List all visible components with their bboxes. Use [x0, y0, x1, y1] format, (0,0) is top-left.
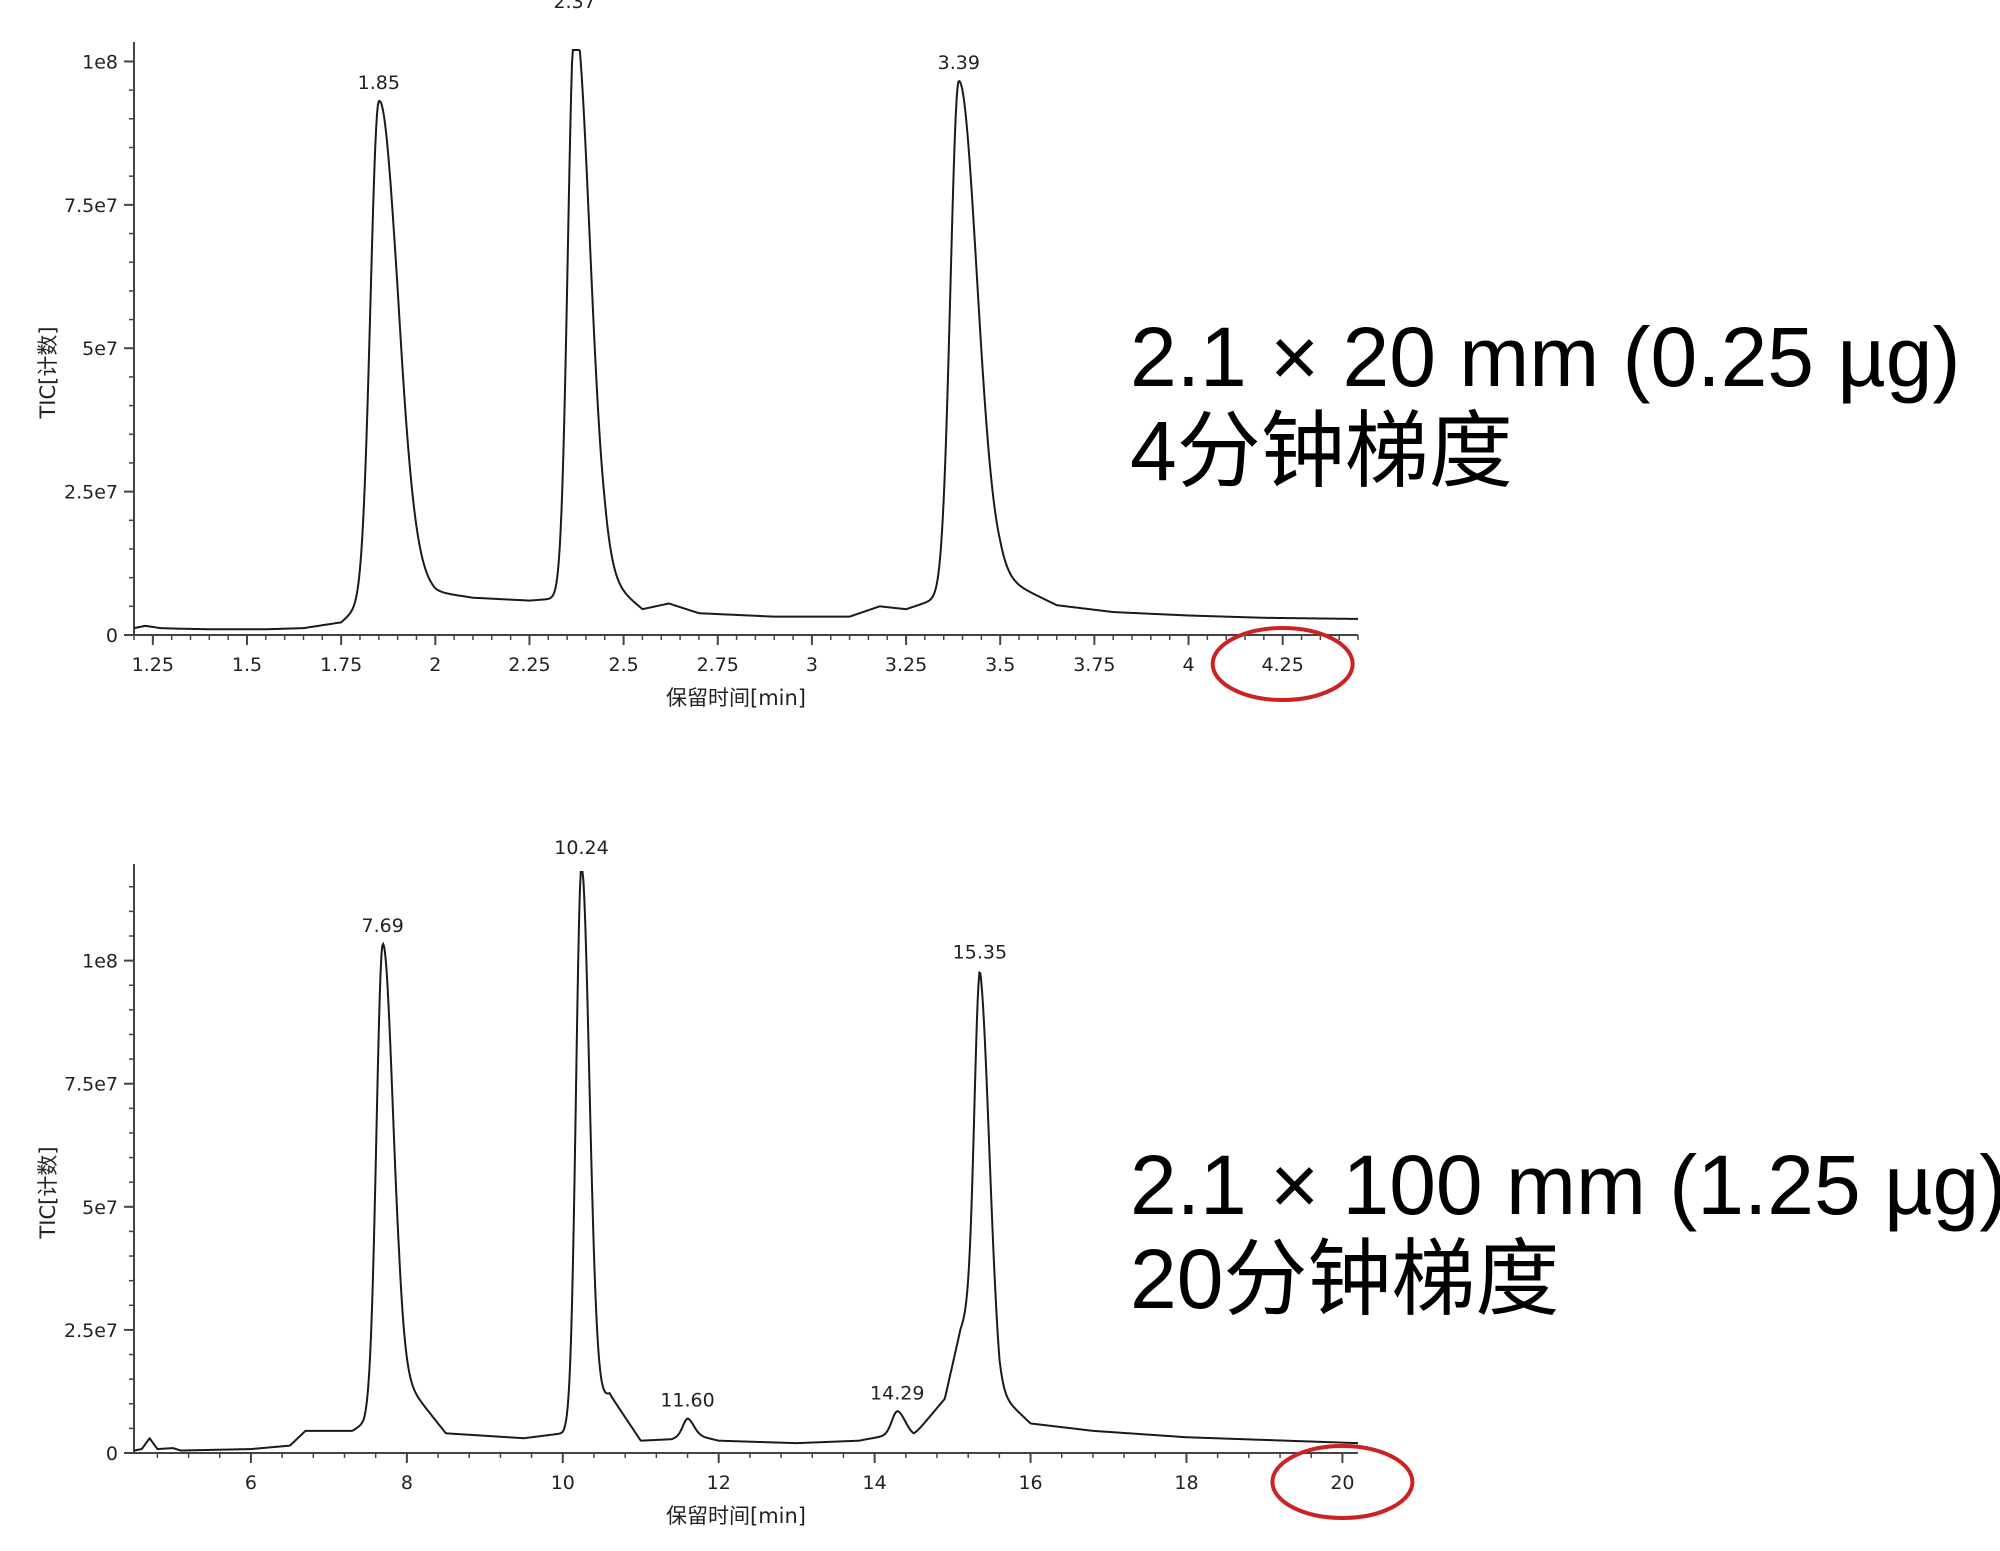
y-tick-label: 5e7: [82, 338, 118, 360]
x-tick-label: 2: [429, 654, 441, 676]
x-axis-label: 保留时间[min]: [666, 1504, 806, 1528]
peak-label: 15.35: [953, 941, 1007, 963]
peak-label: 1.85: [358, 72, 400, 94]
x-tick-label: 2.75: [697, 654, 739, 676]
y-tick-label: 7.5e7: [64, 195, 118, 217]
x-tick-label: 18: [1174, 1472, 1198, 1494]
caption-bottom-gradient: 20分钟梯度: [1130, 1232, 1560, 1326]
chromatogram-top: 0 2.5e7 5e7 7.5e7 1e8 1.25 1.5 1.75 2 2.25 2.5 2.75…: [36, 0, 1359, 710]
tic-trace: [133, 49, 1359, 631]
y-tick-label: 2.5e7: [64, 1320, 118, 1342]
x-tick-label: 1.75: [320, 654, 362, 676]
x-tick-label: 4.25: [1262, 654, 1304, 676]
x-tick-label: 3.25: [885, 654, 927, 676]
peak-label: 2.37: [553, 0, 595, 13]
x-tick-label: 1.5: [232, 654, 262, 676]
peak-label: 11.60: [660, 1390, 714, 1412]
y-tick-label: 1e8: [82, 951, 118, 973]
peak-label: 10.24: [554, 837, 608, 859]
y-axis-label: TIC[计数]: [36, 326, 60, 419]
x-tick-label: 8: [401, 1472, 413, 1494]
x-tick-label: 14: [863, 1472, 887, 1494]
caption-top-gradient: 4分钟梯度: [1130, 404, 1513, 498]
x-tick-label: 20: [1330, 1472, 1354, 1494]
x-tick-label: 6: [245, 1472, 257, 1494]
x-tick-label: 3.75: [1073, 654, 1115, 676]
x-tick-label: 10: [551, 1472, 575, 1494]
y-axis-label: TIC[计数]: [36, 1146, 60, 1239]
caption-top-column: 2.1 × 20 mm (0.25 µg): [1130, 310, 1961, 404]
x-tick-label: 2.25: [508, 654, 550, 676]
y-tick-label: 2.5e7: [64, 482, 118, 504]
x-tick-label: 12: [707, 1472, 731, 1494]
peak-label: 3.39: [938, 52, 980, 74]
x-tick-label: 2.5: [608, 654, 638, 676]
x-tick-label: 1.25: [132, 654, 174, 676]
y-tick-label: 0: [106, 1443, 118, 1465]
x-tick-label: 3.5: [985, 654, 1015, 676]
x-axis-label: 保留时间[min]: [666, 686, 806, 710]
highlight-circle: [1270, 1444, 1415, 1520]
tic-trace: [133, 871, 1359, 1452]
caption-top: 2.1 × 20 mm (0.25 µg) 4分钟梯度: [1130, 310, 1960, 498]
y-tick-label: 1e8: [82, 51, 118, 73]
y-tick-label: 0: [106, 625, 118, 647]
highlight-circle: [1210, 626, 1355, 702]
y-tick-label: 5e7: [82, 1197, 118, 1219]
y-tick-label: 7.5e7: [64, 1074, 118, 1096]
peak-label: 14.29: [870, 1382, 924, 1404]
chromatogram-bottom: 0 2.5e7 5e7 7.5e7 1e8 6 8 10 12 14 16 18 20 保留时间[min]…: [36, 837, 1415, 1528]
caption-bottom: 2.1 × 100 mm (1.25 µg) 20分钟梯度: [1130, 1138, 2000, 1326]
x-tick-label: 3: [806, 654, 818, 676]
peak-label: 7.69: [362, 915, 404, 937]
x-tick-label: 16: [1018, 1472, 1042, 1494]
x-tick-label: 4: [1182, 654, 1194, 676]
caption-bottom-column: 2.1 × 100 mm (1.25 µg): [1130, 1138, 2000, 1232]
